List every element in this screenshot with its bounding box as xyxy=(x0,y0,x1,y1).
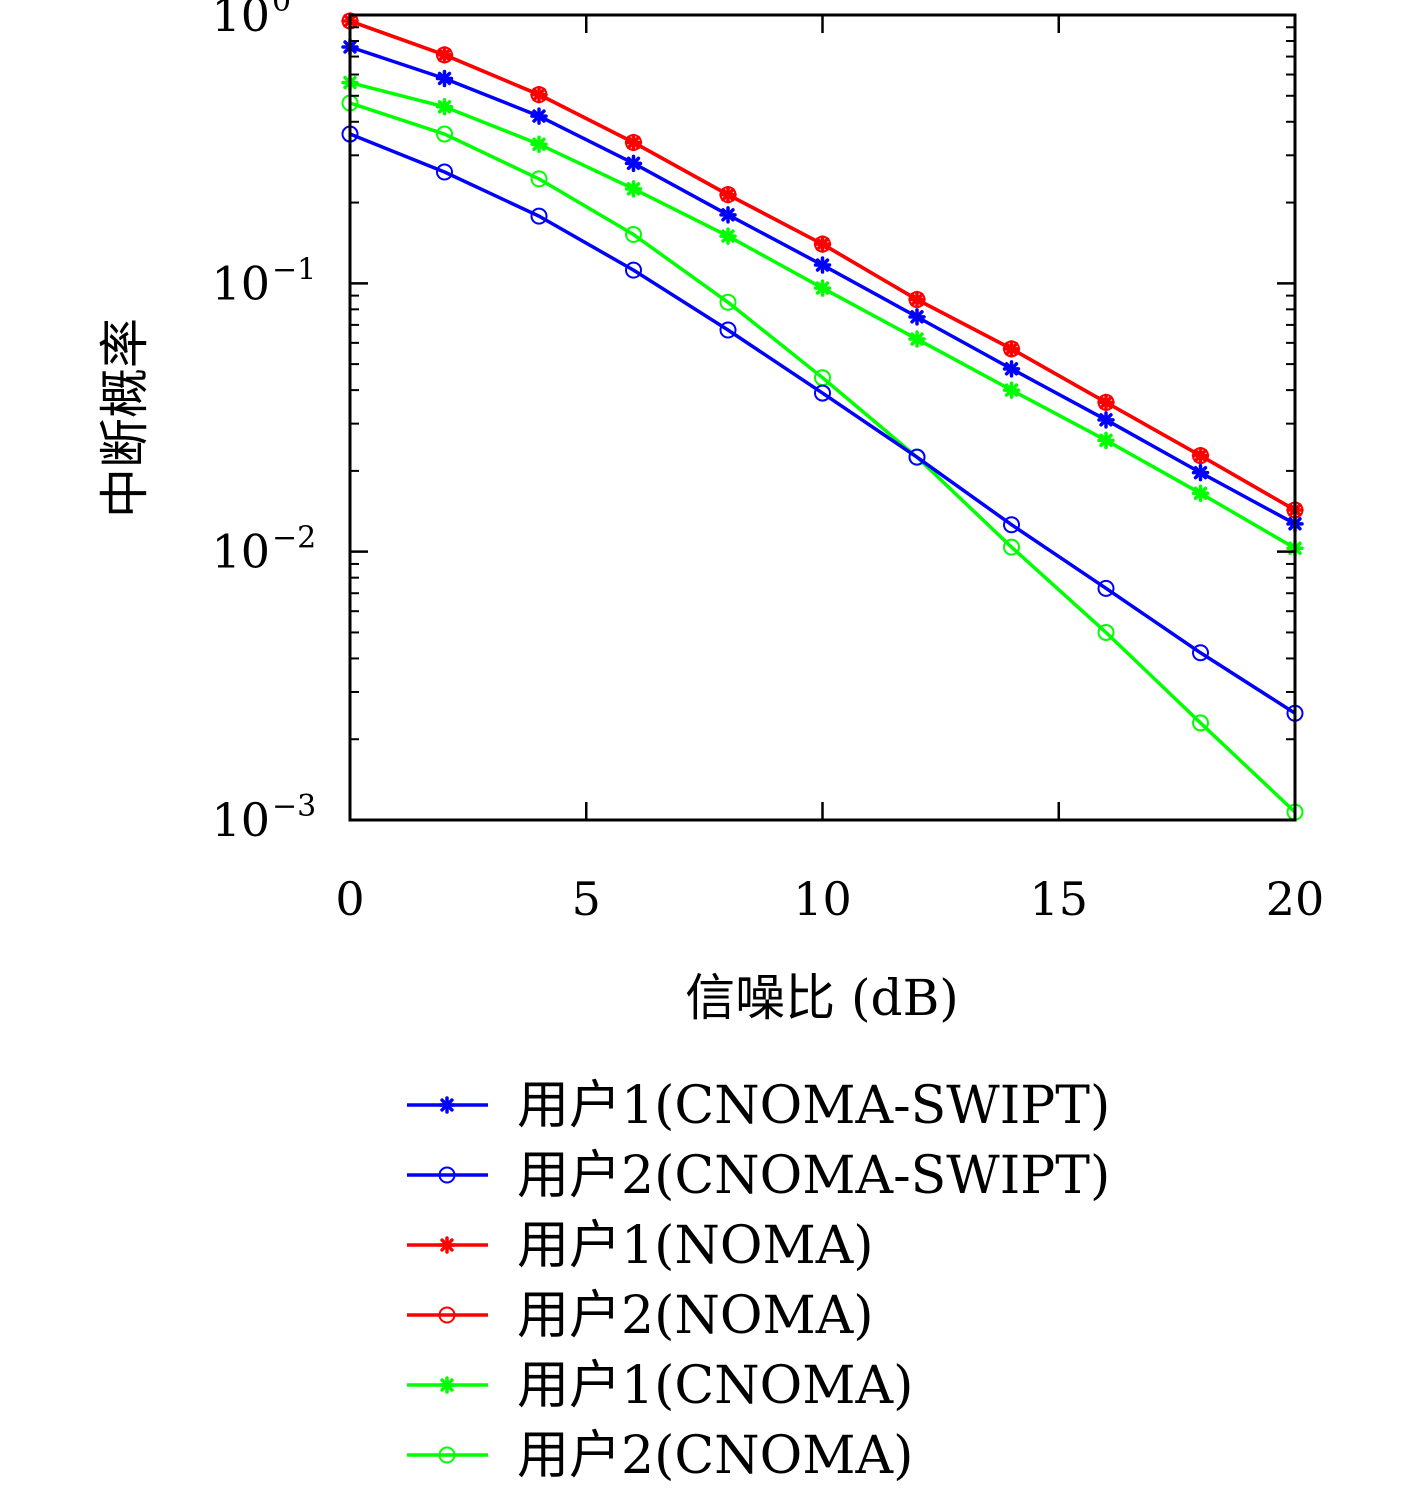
series-1-point-8 xyxy=(1002,360,1021,378)
series-3-point-9 xyxy=(1097,393,1115,412)
legend-entry-2: 用户2(CNOMA-SWIPT) xyxy=(407,1146,1110,1206)
x-tick-label-5: 20 xyxy=(1266,872,1325,926)
series-6-line xyxy=(349,101,1297,814)
legend-entry-4: 用户2(NOMA) xyxy=(407,1286,874,1346)
series-6 xyxy=(341,94,1304,821)
series-3-point-10 xyxy=(1191,446,1210,465)
y-tick-label-2: 10 xyxy=(211,256,270,310)
series-1-point-10 xyxy=(1191,463,1210,482)
y-tick-exponent-2: −1 xyxy=(272,252,316,287)
series-2-point-3 xyxy=(530,207,548,225)
legend-entry-1: 用户1(CNOMA-SWIPT) xyxy=(407,1076,1110,1136)
x-tick-label-4: 15 xyxy=(1029,872,1088,926)
series-1-point-7 xyxy=(908,308,926,326)
ticks-layer xyxy=(348,13,1297,822)
y-tick-label-3: 10 xyxy=(211,525,270,579)
series-2-point-7 xyxy=(908,448,926,466)
x-tick-label-1: 0 xyxy=(335,872,364,926)
series-2-point-8 xyxy=(1003,516,1020,534)
series-3-point-7 xyxy=(908,290,926,309)
series-3 xyxy=(341,12,1304,519)
x-tick-label-3: 10 xyxy=(793,872,852,926)
legend-label-3: 用户1(NOMA) xyxy=(517,1216,874,1276)
legend-entry-6: 用户2(CNOMA) xyxy=(407,1426,913,1486)
series-6-point-10 xyxy=(1192,714,1209,732)
y-tick-label-4: 10 xyxy=(211,793,270,847)
legend-marker-2 xyxy=(438,1166,456,1184)
series-6-point-5 xyxy=(719,293,737,311)
series-1-point-6 xyxy=(813,256,832,274)
legend-label-2: 用户2(CNOMA-SWIPT) xyxy=(517,1146,1110,1206)
series-1-point-2 xyxy=(435,69,454,88)
series-2-point-2 xyxy=(436,163,453,181)
legend-marker-5 xyxy=(438,1376,456,1394)
series-2-line xyxy=(349,132,1296,715)
series-2-point-4 xyxy=(625,261,642,279)
series-3-point-6 xyxy=(813,235,832,253)
series-layer xyxy=(341,12,1304,821)
x-tick-label-2: 5 xyxy=(572,872,601,926)
series-1-point-3 xyxy=(530,107,548,125)
series-6-point-2 xyxy=(436,125,453,143)
legend-marker-4 xyxy=(438,1306,456,1324)
series-6-point-9 xyxy=(1097,623,1115,641)
series-1-point-5 xyxy=(719,206,737,224)
series-1-point-4 xyxy=(624,154,643,173)
legend-label-4: 用户2(NOMA) xyxy=(517,1286,874,1346)
series-2 xyxy=(341,125,1304,722)
series-2-point-6 xyxy=(814,384,831,402)
legend-entry-3: 用户1(NOMA) xyxy=(407,1216,874,1276)
series-5-point-8 xyxy=(1002,381,1021,399)
series-5-point-4 xyxy=(624,180,643,198)
legend-marker-3 xyxy=(438,1236,456,1254)
series-5-point-5 xyxy=(719,227,737,245)
plot-frame xyxy=(348,13,1297,822)
series-3-point-3 xyxy=(530,85,548,104)
legend-marker-1 xyxy=(438,1096,456,1114)
series-5 xyxy=(341,73,1304,557)
series-1-point-9 xyxy=(1097,411,1115,429)
series-3-point-8 xyxy=(1002,340,1021,358)
series-3-point-5 xyxy=(719,185,737,204)
series-3-point-2 xyxy=(435,46,454,64)
legend: 用户1(CNOMA-SWIPT) 用户2(CNOMA-SWIPT) 用户1(NOMA… xyxy=(407,1076,1110,1486)
series-5-line xyxy=(349,80,1296,550)
series-2-point-10 xyxy=(1192,644,1209,662)
series-5-point-10 xyxy=(1191,484,1210,503)
y-tick-exponent-4: −3 xyxy=(272,789,316,824)
series-5-point-7 xyxy=(908,330,926,348)
series-5-point-2 xyxy=(435,98,454,116)
series-2-point-9 xyxy=(1097,579,1115,597)
series-5-point-9 xyxy=(1097,431,1115,450)
series-6-point-4 xyxy=(625,226,642,244)
series-5-point-6 xyxy=(813,279,832,297)
legend-label-6: 用户2(CNOMA) xyxy=(517,1426,913,1486)
legend-label-5: 用户1(CNOMA) xyxy=(517,1356,913,1416)
series-6-point-8 xyxy=(1003,538,1020,556)
x-axis-label: 信噪比 (dB) xyxy=(685,969,959,1027)
y-axis-label: 中断概率 xyxy=(96,318,154,518)
series-5-point-3 xyxy=(530,135,548,153)
legend-entry-5: 用户1(CNOMA) xyxy=(407,1356,913,1416)
legend-label-1: 用户1(CNOMA-SWIPT) xyxy=(517,1076,1110,1136)
y-tick-exponent-3: −2 xyxy=(272,521,316,556)
series-2-point-5 xyxy=(719,321,737,339)
legend-marker-6 xyxy=(438,1446,456,1464)
series-6-point-3 xyxy=(530,170,548,188)
y-tick-label-1: 10 xyxy=(211,0,270,42)
series-3-point-4 xyxy=(624,133,643,152)
y-tick-exponent-1: 0 xyxy=(272,0,291,19)
